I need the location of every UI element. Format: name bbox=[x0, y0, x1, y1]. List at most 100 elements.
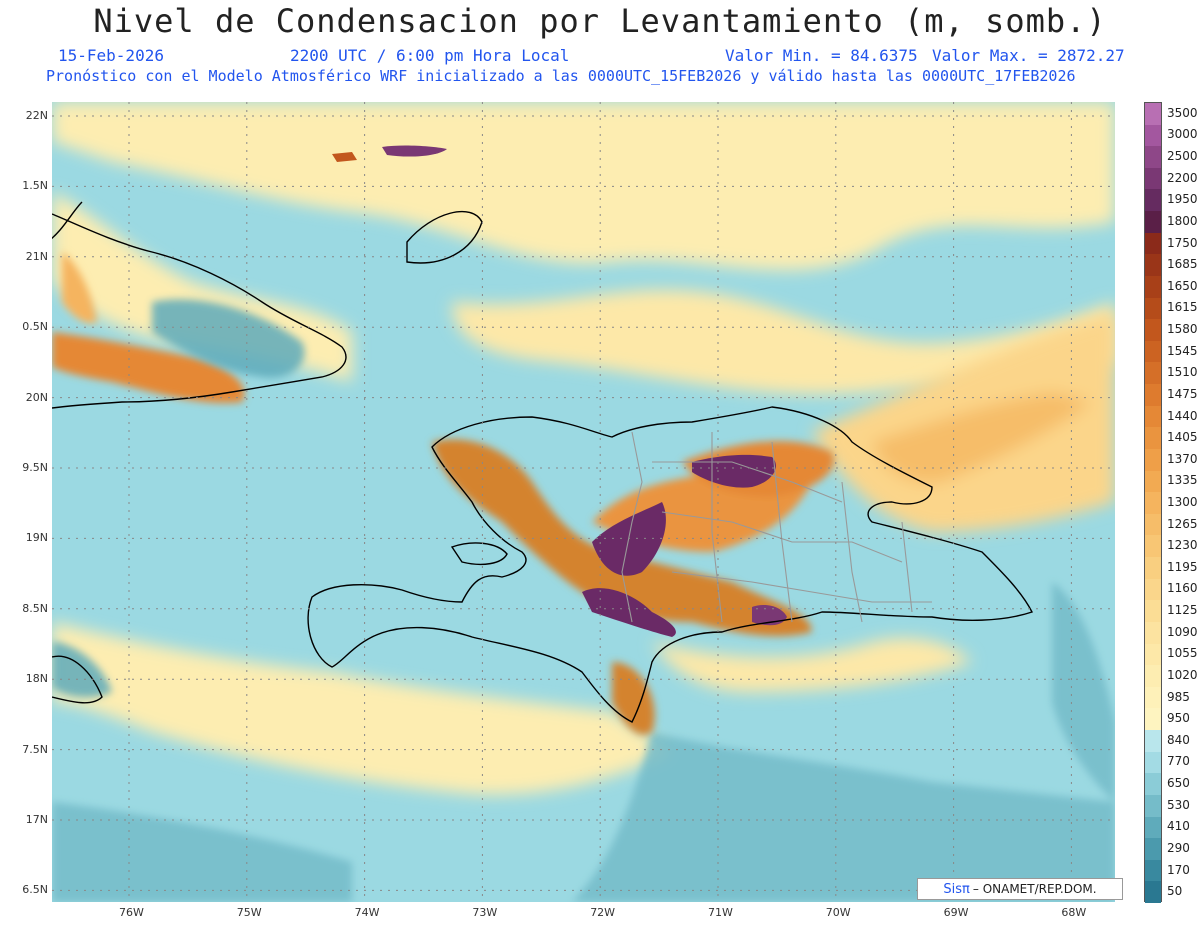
legend-swatch bbox=[1145, 103, 1161, 126]
field-cuba-orange bbox=[52, 252, 245, 403]
legend-swatch bbox=[1145, 362, 1161, 385]
legend-swatch bbox=[1145, 427, 1161, 450]
legend-swatch bbox=[1145, 275, 1161, 299]
legend-label: 1475 bbox=[1167, 386, 1198, 401]
legend-label: 1545 bbox=[1167, 343, 1198, 358]
legend-label: 1440 bbox=[1167, 408, 1198, 423]
legend-label: 950 bbox=[1167, 711, 1190, 726]
legend-swatch bbox=[1145, 773, 1161, 796]
legend-label: 1090 bbox=[1167, 624, 1198, 639]
cuba-nw-coast bbox=[52, 201, 83, 240]
provincial-borders bbox=[621, 431, 932, 623]
lon-tick-label: 68W bbox=[1061, 906, 1087, 919]
hispaniola-coast bbox=[307, 406, 1033, 723]
gonave-coast bbox=[450, 542, 508, 566]
lat-tick-label: 19N bbox=[25, 531, 48, 545]
legend-label: 530 bbox=[1167, 797, 1190, 812]
legend-label: 1195 bbox=[1167, 559, 1198, 574]
coastlines bbox=[52, 201, 1033, 723]
field-yellow-south bbox=[52, 622, 972, 795]
lat-tick-label: 21N bbox=[25, 249, 48, 263]
legend-label: 410 bbox=[1167, 819, 1190, 834]
lon-tick-label: 69W bbox=[943, 906, 969, 919]
legend-swatch bbox=[1145, 816, 1161, 839]
lat-tick-label: 18N bbox=[25, 672, 48, 686]
legend-swatch bbox=[1145, 232, 1161, 255]
legend-label: 1370 bbox=[1167, 451, 1198, 466]
legend-swatch bbox=[1145, 211, 1161, 234]
legend-swatch bbox=[1145, 297, 1161, 320]
legend-label: 1685 bbox=[1167, 257, 1198, 272]
lon-tick-label: 73W bbox=[472, 906, 498, 919]
legend-swatch bbox=[1145, 686, 1161, 709]
max-value: Valor Max. = 2872.27 bbox=[932, 46, 1125, 65]
lon-tick-label: 71W bbox=[708, 906, 733, 919]
legend-swatch bbox=[1145, 859, 1161, 882]
lon-tick-label: 76W bbox=[119, 906, 144, 919]
legend-label: 2500 bbox=[1167, 149, 1198, 164]
legend-swatch bbox=[1145, 557, 1161, 580]
lat-tick-label: 22N bbox=[25, 109, 48, 122]
legend-swatch bbox=[1145, 470, 1161, 493]
forecast-time: 2200 UTC / 6:00 pm Hora Local bbox=[290, 46, 570, 65]
legend-swatch bbox=[1145, 535, 1161, 558]
legend-label: 1950 bbox=[1167, 192, 1198, 207]
legend-swatch bbox=[1145, 881, 1161, 904]
jamaica-coast bbox=[52, 655, 103, 704]
forecast-date: 15-Feb-2026 bbox=[58, 46, 164, 65]
legend-swatch bbox=[1145, 751, 1161, 774]
credit-box: Sisπ – ONAMET/REP.DOM. bbox=[917, 878, 1123, 900]
legend-label: 985 bbox=[1167, 689, 1190, 704]
legend-label: 1750 bbox=[1167, 235, 1198, 250]
color-legend bbox=[1144, 102, 1162, 904]
legend-swatch bbox=[1145, 405, 1161, 428]
legend-label: 3500 bbox=[1167, 105, 1198, 120]
legend-swatch bbox=[1145, 838, 1161, 861]
lon-tick-label: 75W bbox=[236, 906, 262, 919]
legend-label: 2200 bbox=[1167, 170, 1198, 185]
legend-label: 1265 bbox=[1167, 516, 1198, 531]
legend-label: 170 bbox=[1167, 862, 1190, 877]
legend-label: 1230 bbox=[1167, 538, 1198, 553]
legend-label: 770 bbox=[1167, 754, 1190, 769]
legend-label: 1300 bbox=[1167, 495, 1198, 509]
legend-swatch bbox=[1145, 708, 1161, 731]
min-value: Valor Min. = 84.6375 bbox=[725, 46, 918, 65]
model-info: Pronóstico con el Modelo Atmosférico WRF… bbox=[46, 67, 1076, 85]
legend-swatch bbox=[1145, 319, 1161, 342]
map-canvas bbox=[52, 102, 1115, 902]
legend-label: 650 bbox=[1167, 776, 1190, 791]
legend-swatch bbox=[1145, 146, 1161, 169]
sispi-logo: Sisπ bbox=[943, 881, 970, 897]
lon-tick-label: 70W bbox=[825, 906, 851, 919]
lat-tick-label: 0.5N bbox=[22, 320, 48, 334]
lon-tick-label: 74W bbox=[354, 906, 380, 919]
legend-label: 1160 bbox=[1167, 581, 1198, 596]
legend-label: 840 bbox=[1167, 732, 1190, 747]
legend-swatch bbox=[1145, 124, 1161, 147]
legend-swatch bbox=[1145, 189, 1161, 212]
cuba-coast bbox=[52, 213, 347, 409]
legend-swatch bbox=[1145, 167, 1161, 190]
legend-swatch bbox=[1145, 794, 1161, 817]
legend-label: 50 bbox=[1167, 884, 1183, 899]
map-title: Nivel de Condensacion por Levantamiento … bbox=[93, 2, 1107, 40]
lon-tick-label: 72W bbox=[590, 906, 616, 919]
lat-tick-label: 7.5N bbox=[22, 742, 48, 756]
field-teal-patches bbox=[52, 299, 1115, 902]
legend-swatch bbox=[1145, 254, 1161, 277]
legend-label: 290 bbox=[1167, 840, 1190, 855]
legend-swatch bbox=[1145, 643, 1161, 666]
legend-label: 1020 bbox=[1167, 667, 1198, 682]
legend-label: 1615 bbox=[1167, 300, 1198, 315]
legend-swatch bbox=[1145, 492, 1161, 515]
legend-swatch bbox=[1145, 578, 1161, 601]
legend-label: 3000 bbox=[1167, 127, 1198, 142]
legend-label: 1335 bbox=[1167, 473, 1198, 488]
field-east bbox=[812, 312, 1115, 532]
legend-swatch bbox=[1145, 600, 1161, 623]
lat-tick-label: 1.5N bbox=[22, 179, 48, 193]
lat-tick-label: 9.5N bbox=[22, 461, 48, 474]
legend-label: 1650 bbox=[1167, 278, 1198, 293]
lat-tick-label: 6.5N bbox=[22, 883, 48, 897]
